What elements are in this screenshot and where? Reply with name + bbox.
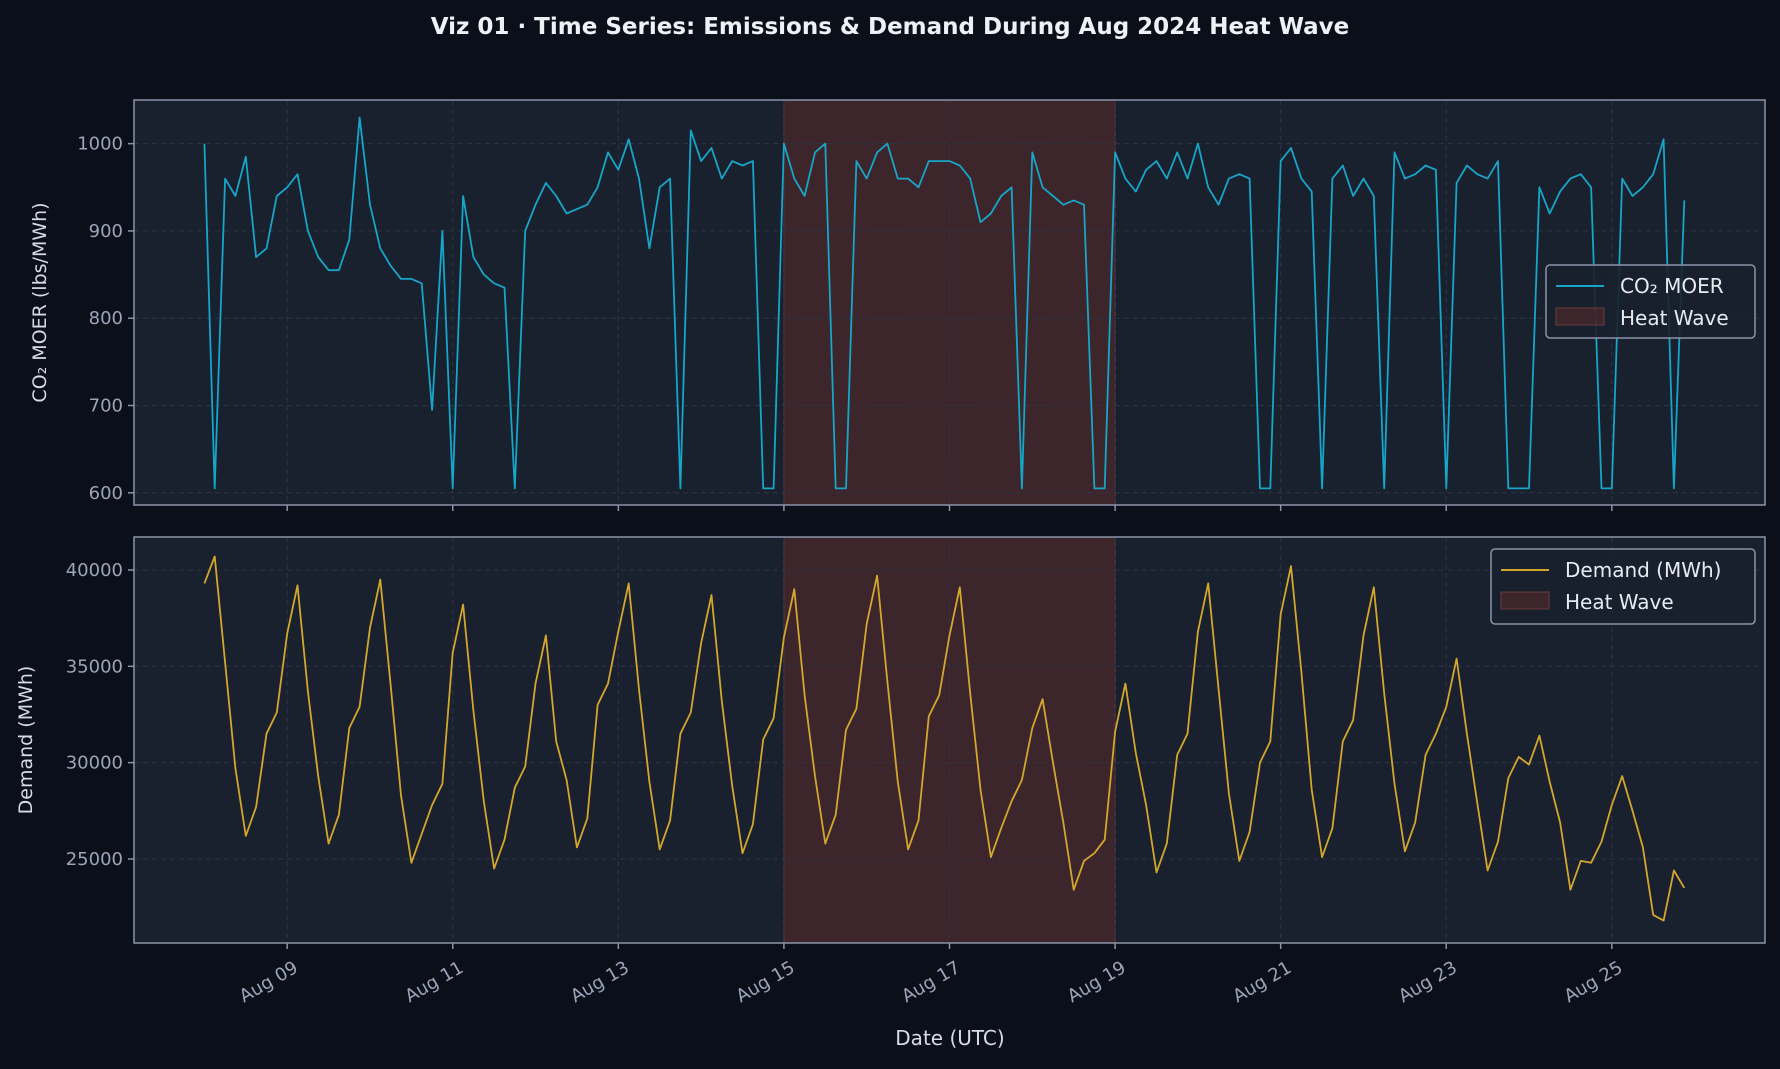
legend-label: Heat Wave [1620,306,1729,330]
y-tick-label: 700 [89,395,123,416]
y-tick-label: 25000 [66,849,123,870]
y-tick-label: 800 [89,308,123,329]
legend-box [1490,548,1756,625]
panel-moer: 600 700 800 900 1000 CO₂ MOER (lbs/MWh) CO₂ MO… [29,99,1766,511]
axes-frame [133,536,1766,944]
legend: CO₂ MOER Heat Wave [1545,264,1756,339]
demand-series-line [203,555,1686,922]
y-tick-label: 600 [89,483,123,504]
moer-series-line [203,116,1686,490]
legend-patch-swatch [1500,591,1550,610]
y-tick-label: 900 [89,221,123,242]
y-axis-label: CO₂ MOER (lbs/MWh) [29,202,51,402]
y-tick-label: 35000 [66,656,123,677]
legend-label: Demand (MWh) [1565,558,1721,582]
y-tick-label: 40000 [66,560,123,581]
legend-patch-swatch [1555,307,1605,326]
axes-frame [133,99,1766,506]
y-axis-label: Demand (MWh) [15,666,37,815]
legend: Demand (MWh) Heat Wave [1490,548,1756,625]
y-tick-label: 30000 [66,753,123,774]
legend-label: Heat Wave [1565,590,1674,614]
panel-demand: Aug 09 Aug 11 Aug 13 Aug 15 Aug 17 Aug 19 Aug … [15,536,1766,1007]
x-axis-label: Date (UTC) [895,1026,1004,1050]
y-tick-label: 1000 [77,134,123,155]
chart-title: Viz 01 · Time Series: Emissions & Demand… [431,14,1349,40]
legend-label: CO₂ MOER [1620,274,1724,298]
